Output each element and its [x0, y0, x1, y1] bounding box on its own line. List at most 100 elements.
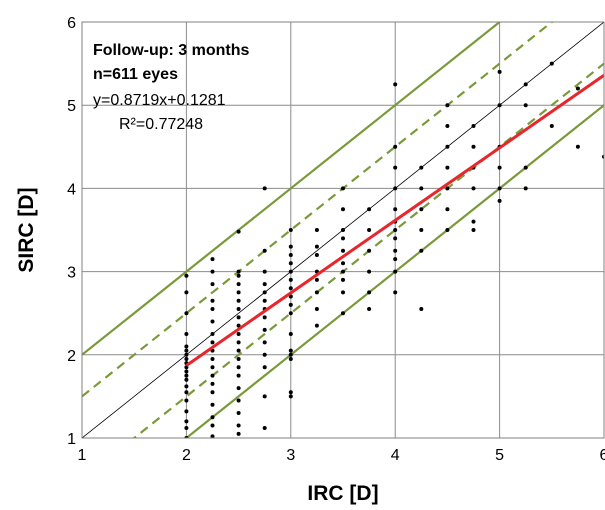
- data-point: [262, 315, 267, 320]
- x-tick-label: 2: [182, 447, 191, 464]
- data-point: [184, 332, 189, 336]
- sample-size-annotation: n=611 eyes: [93, 66, 178, 83]
- x-axis-title: IRC [D]: [307, 482, 378, 505]
- data-point: [288, 294, 293, 299]
- data-point: [262, 186, 267, 191]
- data-point: [236, 307, 241, 312]
- data-point: [184, 419, 189, 424]
- data-point: [288, 261, 293, 266]
- data-point: [471, 144, 476, 149]
- data-point: [262, 269, 267, 274]
- data-point: [471, 124, 476, 128]
- data-point: [341, 261, 345, 266]
- data-point: [236, 423, 241, 428]
- data-point: [288, 311, 293, 316]
- data-point: [575, 144, 580, 149]
- data-point: [236, 273, 241, 278]
- data-point: [445, 186, 450, 191]
- data-point: [262, 352, 267, 357]
- data-point: [497, 165, 502, 170]
- data-point: [497, 198, 502, 203]
- data-point: [341, 269, 345, 274]
- data-point: [393, 236, 398, 241]
- data-point: [288, 356, 293, 361]
- data-point: [210, 340, 215, 345]
- data-point: [210, 434, 215, 438]
- data-point: [341, 311, 345, 316]
- data-point: [393, 144, 398, 149]
- data-point: [236, 229, 241, 234]
- x-tick-label: 6: [600, 447, 605, 464]
- data-point: [210, 365, 215, 370]
- data-point: [497, 69, 502, 74]
- plot-area-frame: [81, 21, 605, 439]
- data-point: [367, 290, 372, 295]
- data-point: [445, 124, 450, 128]
- data-point: [288, 269, 293, 274]
- data-point: [314, 307, 319, 312]
- data-point: [393, 165, 398, 170]
- data-point: [236, 411, 241, 416]
- data-point: [497, 103, 502, 108]
- regression-line-group: [185, 74, 604, 367]
- data-point: [210, 269, 215, 274]
- data-point: [445, 207, 450, 212]
- data-point: [236, 332, 241, 336]
- data-point: [367, 307, 372, 312]
- data-point: [314, 277, 319, 282]
- y-axis-title: SIRC [D]: [15, 187, 38, 272]
- data-point: [288, 244, 293, 249]
- data-point: [341, 248, 345, 253]
- data-point: [393, 82, 398, 87]
- data-point: [445, 144, 450, 149]
- data-point: [314, 290, 319, 295]
- data-point: [184, 356, 189, 361]
- data-point: [445, 103, 450, 108]
- data-point: [393, 228, 398, 232]
- data-point: [236, 365, 241, 370]
- data-point: [210, 319, 215, 324]
- data-point: [288, 390, 293, 395]
- data-point: [184, 369, 189, 374]
- data-point: [497, 186, 502, 191]
- data-point: [393, 269, 398, 274]
- data-point: [262, 248, 267, 253]
- y-tick-label: 2: [67, 348, 76, 365]
- data-point: [288, 277, 293, 282]
- data-point: [210, 390, 215, 395]
- data-point: [367, 248, 372, 253]
- data-point: [210, 415, 215, 420]
- data-point: [471, 228, 476, 232]
- data-point: [341, 207, 345, 212]
- data-point: [341, 277, 345, 282]
- data-point: [236, 348, 241, 353]
- data-points: [184, 61, 604, 438]
- data-point: [184, 398, 189, 403]
- y-tick-label: 4: [67, 181, 76, 198]
- data-point: [262, 290, 267, 295]
- followup-annotation: Follow-up: 3 months: [93, 42, 250, 59]
- data-point: [210, 402, 215, 407]
- data-point: [184, 384, 189, 389]
- y-tick-label: 3: [67, 265, 76, 282]
- reference-line-plus-1: [82, 22, 502, 356]
- x-tick-label: 3: [286, 447, 295, 464]
- data-point: [419, 165, 424, 170]
- data-point: [210, 423, 215, 428]
- data-point: [184, 409, 189, 414]
- data-point: [236, 373, 241, 378]
- data-point: [262, 365, 267, 370]
- data-point: [210, 381, 215, 386]
- r-squared-label: R²=0.77248: [119, 116, 203, 133]
- data-point: [262, 327, 267, 332]
- data-point: [184, 344, 189, 349]
- data-point: [471, 186, 476, 191]
- data-point: [210, 356, 215, 361]
- data-point: [419, 207, 424, 212]
- data-point: [236, 282, 241, 287]
- data-point: [210, 298, 215, 303]
- regression-line: [185, 74, 604, 367]
- data-point: [314, 228, 319, 232]
- data-point: [288, 352, 293, 357]
